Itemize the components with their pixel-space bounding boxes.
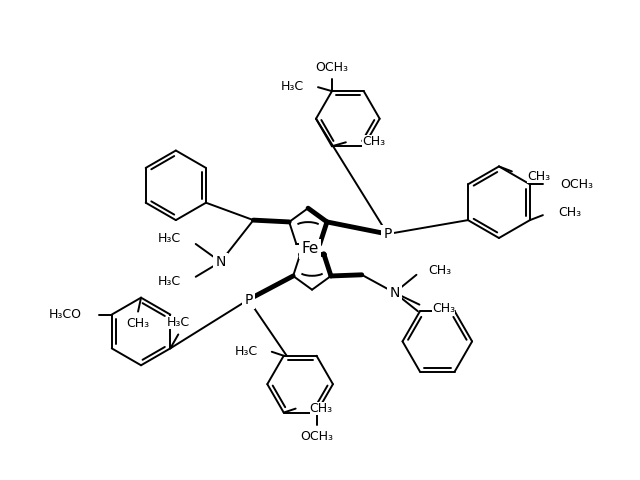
Text: H₃C: H₃C [157,231,181,244]
Text: Fe: Fe [301,241,319,256]
Text: P: P [244,293,253,307]
Text: Fe: Fe [301,241,319,256]
Text: OCH₃: OCH₃ [300,430,333,443]
Text: CH₃: CH₃ [362,135,385,148]
Text: CH₃: CH₃ [527,170,550,183]
Text: H₃C: H₃C [166,316,190,329]
Text: OCH₃: OCH₃ [316,61,348,74]
Text: H₃C: H₃C [235,345,258,358]
Text: H₃C: H₃C [281,80,304,93]
Text: N: N [389,286,400,300]
Text: CH₃: CH₃ [558,205,581,219]
Text: CH₃: CH₃ [310,402,333,415]
Text: CH₃: CH₃ [428,264,451,277]
Text: P: P [244,293,253,307]
Text: P: P [383,227,392,241]
Text: CH₃: CH₃ [127,317,150,330]
Text: N: N [216,255,226,269]
Text: CH₃: CH₃ [433,302,456,315]
Text: N: N [389,286,400,300]
Text: H₃C: H₃C [157,275,181,288]
Text: P: P [383,227,392,241]
Text: H₃CO: H₃CO [49,308,82,321]
Text: N: N [216,255,226,269]
Text: OCH₃: OCH₃ [560,178,593,191]
